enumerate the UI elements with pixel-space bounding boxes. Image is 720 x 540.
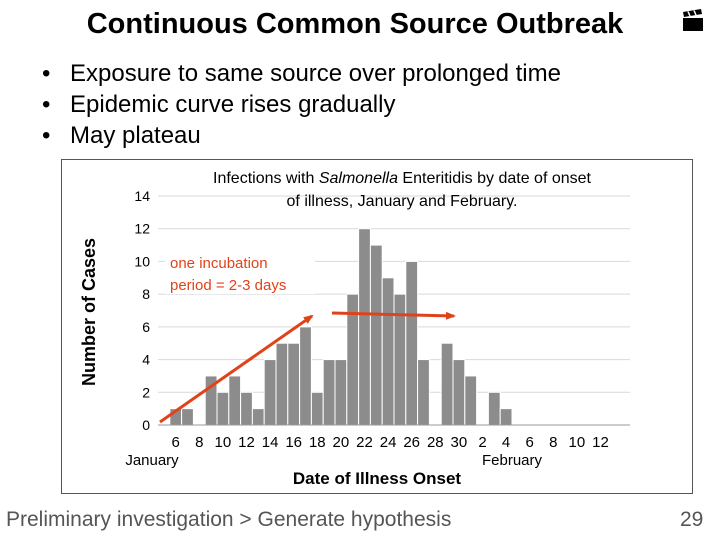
bar [499,408,513,426]
bar [369,244,383,426]
annotation-line1: one incubation [170,255,268,272]
bullet-item: May plateau [40,120,561,151]
x-tick-label: 22 [356,434,373,451]
bar [405,260,419,426]
x-tick-label: 28 [427,434,444,451]
bar [251,408,265,426]
x-tick-label: 16 [285,434,302,451]
bar [452,359,466,426]
x-tick-label: 14 [262,434,279,451]
bar [228,375,242,426]
x-tick-label: 30 [451,434,468,451]
chart-title-line1: Infections with Salmonella Enteritidis b… [213,170,592,187]
y-tick-label: 4 [142,352,150,368]
bar [334,359,348,426]
x-tick-label: 2 [478,434,486,451]
y-tick-label: 2 [142,384,150,400]
x-axis-title: Date of Illness Onset [293,469,461,488]
month-label-january: January [125,452,179,469]
bar [287,342,301,426]
bar [358,228,371,426]
x-tick-label: 12 [592,434,609,451]
bar [381,277,395,426]
x-tick-label: 4 [502,434,510,451]
footer-text: Preliminary investigation > Generate hyp… [6,508,452,531]
movie-clapper-icon[interactable] [680,8,706,34]
bar [299,326,312,426]
bar [322,359,336,426]
x-tick-label: 24 [380,434,397,451]
bullet-item: Exposure to same source over prolonged t… [40,58,561,89]
x-tick-label: 18 [309,434,326,451]
slide-title: Continuous Common Source Outbreak [86,8,624,40]
x-tick-label: 8 [549,434,557,451]
x-tick-label: 10 [569,434,586,451]
bullet-item: Epidemic curve rises gradually [40,89,561,120]
x-tick-label: 20 [333,434,350,451]
y-tick-label: 0 [142,417,150,433]
month-label-february: February [482,452,543,469]
x-tick-label: 6 [172,434,180,451]
epidemic-curve-chart: 0 2 4 6 8 10 12 14 6 8 10 12 14 16 18 20 22 24 26 28 30 2 4 6 8 1… [61,159,693,494]
annotation-line2: period = 2-3 days [170,277,286,294]
y-tick-label: 6 [142,319,150,335]
x-tick-label: 12 [238,434,255,451]
x-tick-label: 8 [195,434,203,451]
bar [181,408,194,426]
x-tick-label: 26 [403,434,420,451]
bar [275,342,289,426]
bar [240,391,253,426]
y-tick-label: 8 [142,286,150,302]
y-axis-title: Number of Cases [79,238,99,386]
bar [440,342,454,426]
bar [216,391,230,426]
bar [417,359,430,426]
bar [464,375,478,426]
rising-trend-arrow [159,314,314,424]
y-tick-label: 10 [134,253,150,269]
page-number: 29 [680,508,704,531]
x-tick-label: 6 [526,434,534,451]
y-tick-label: 12 [134,221,150,237]
x-tick-label: 10 [215,434,232,451]
annotation-box [165,252,315,294]
bar [487,391,501,426]
y-tick-label: 14 [134,188,150,204]
bullet-list: Exposure to same source over prolonged t… [40,58,561,151]
plateau-arrow [331,311,456,320]
bar [263,359,277,426]
bar [310,391,324,426]
chart-title-line2: of illness, January and February. [287,193,518,210]
